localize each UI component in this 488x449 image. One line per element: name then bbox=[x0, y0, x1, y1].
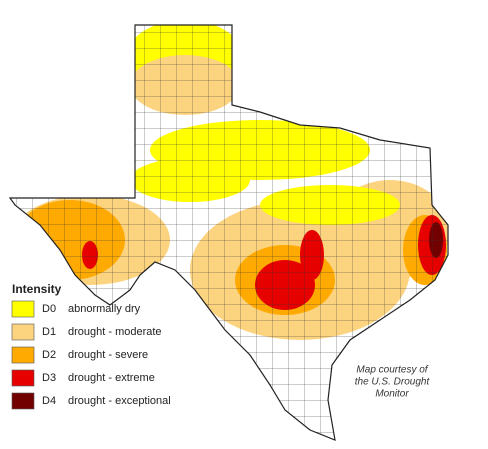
credit-line: Map courtesy of bbox=[356, 365, 428, 376]
legend-code: D1 bbox=[42, 326, 56, 338]
state-outline bbox=[8, 24, 449, 441]
legend-label: drought - exceptional bbox=[68, 395, 171, 407]
credit-line: Monitor bbox=[375, 389, 409, 400]
legend-code: D3 bbox=[42, 372, 56, 384]
legend-swatch bbox=[11, 300, 35, 318]
legend-label: drought - moderate bbox=[68, 326, 162, 338]
credit-line: the U.S. Drought bbox=[355, 377, 431, 388]
legend-label: drought - extreme bbox=[68, 372, 155, 384]
legend-code: D0 bbox=[42, 303, 56, 315]
legend-title: Intensity bbox=[12, 282, 62, 296]
legend-label: abnormally dry bbox=[68, 303, 141, 315]
legend: D0 abnormally dry D1 drought - moderate D2 dr… bbox=[11, 300, 171, 410]
legend-swatch bbox=[11, 392, 35, 410]
legend-label: drought - severe bbox=[68, 349, 148, 361]
legend-swatch bbox=[11, 369, 35, 387]
legend-swatch bbox=[11, 346, 35, 364]
legend-swatch bbox=[11, 323, 35, 341]
legend-code: D2 bbox=[42, 349, 56, 361]
legend-code: D4 bbox=[42, 395, 56, 407]
